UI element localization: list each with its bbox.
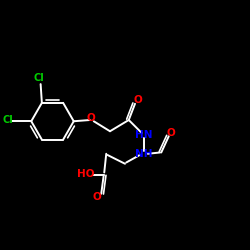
Text: Cl: Cl [2, 115, 13, 125]
Text: O: O [167, 128, 175, 138]
Text: O: O [92, 192, 101, 202]
Text: O: O [87, 113, 96, 123]
Text: NH: NH [135, 149, 152, 159]
Text: HO: HO [78, 169, 95, 179]
Text: HN: HN [135, 130, 152, 140]
Text: O: O [133, 95, 142, 105]
Text: Cl: Cl [34, 73, 45, 83]
